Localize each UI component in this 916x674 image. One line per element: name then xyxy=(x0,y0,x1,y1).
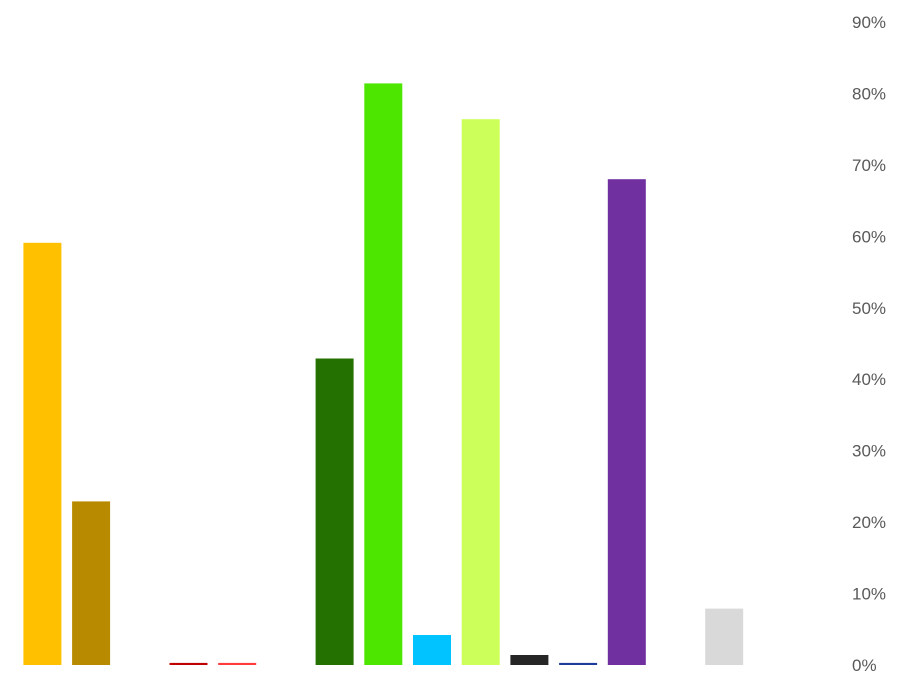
bar-7 xyxy=(315,358,354,665)
bar-5 xyxy=(218,662,257,665)
bar-10 xyxy=(461,119,500,665)
bar-15 xyxy=(705,608,744,665)
bar-4 xyxy=(169,662,208,665)
y-tick-label: 60% xyxy=(852,227,886,246)
y-tick-label: 40% xyxy=(852,370,886,389)
y-tick-label: 0% xyxy=(852,656,877,674)
y-tick-label: 90% xyxy=(852,13,886,32)
bar-1 xyxy=(23,242,62,666)
y-axis-tick-labels: 0% 10% 20% 30% 40% 50% 60% 70% 80% 90% xyxy=(852,13,886,674)
y-tick-label: 20% xyxy=(852,513,886,532)
y-tick-label: 30% xyxy=(852,442,886,461)
bar-9 xyxy=(413,635,451,665)
y-tick-label: 70% xyxy=(852,156,886,175)
bar-12 xyxy=(559,662,598,665)
bar-13 xyxy=(607,179,646,665)
y-tick-label: 10% xyxy=(852,585,886,604)
bar-2 xyxy=(72,501,111,665)
y-tick-label: 80% xyxy=(852,84,886,103)
y-tick-label: 50% xyxy=(852,299,886,318)
bar-8 xyxy=(364,83,403,665)
bars-group xyxy=(23,83,744,666)
bar-11 xyxy=(510,655,549,665)
